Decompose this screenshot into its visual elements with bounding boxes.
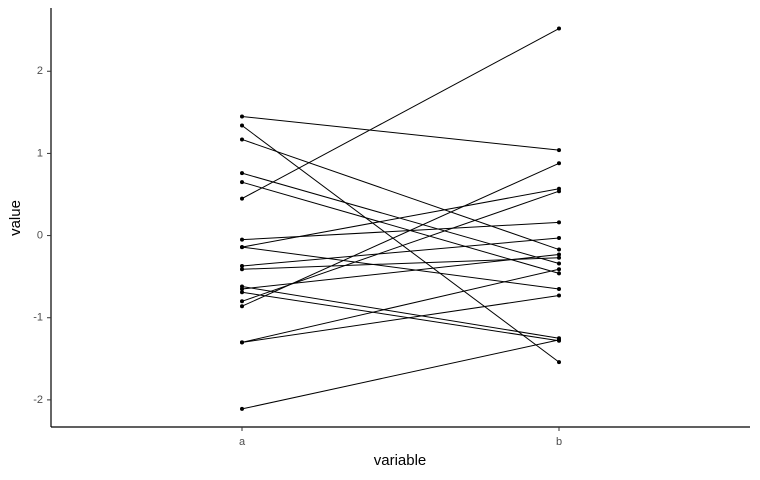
- point: [240, 406, 244, 411]
- slope-line: [241, 257, 560, 270]
- slope-line: [241, 237, 560, 267]
- point: [240, 263, 244, 268]
- slope-line: [241, 181, 560, 274]
- point: [240, 114, 244, 119]
- slope-line: [241, 162, 560, 307]
- point: [557, 267, 561, 272]
- point: [557, 220, 561, 225]
- slope-line: [241, 339, 560, 410]
- point: [557, 148, 561, 153]
- point: [557, 247, 561, 252]
- slope-line: [241, 295, 560, 343]
- slope-line: [241, 221, 560, 241]
- slope-line: [241, 253, 560, 290]
- x-axis-title: variable: [374, 452, 427, 469]
- point: [557, 360, 561, 365]
- point: [557, 252, 561, 257]
- slope-line: [241, 286, 560, 339]
- point: [557, 271, 561, 276]
- slope-line: [241, 138, 560, 251]
- point: [240, 137, 244, 142]
- y-tick-label: 1: [37, 147, 43, 159]
- slope-line: [241, 291, 560, 342]
- point: [240, 290, 244, 295]
- slope-line: [241, 28, 560, 200]
- x-tick-label: b: [556, 436, 562, 448]
- point: [557, 161, 561, 166]
- point: [240, 267, 244, 272]
- point: [557, 255, 561, 260]
- point: [240, 180, 244, 185]
- slope-line: [241, 115, 560, 151]
- y-tick-label: 0: [37, 229, 43, 241]
- y-tick-label: -1: [33, 312, 43, 324]
- x-tick-label: a: [239, 436, 246, 448]
- slope-line: [241, 125, 560, 363]
- point: [557, 236, 561, 241]
- slope-line: [241, 188, 560, 248]
- point: [557, 26, 561, 31]
- point: [557, 261, 561, 266]
- point: [557, 293, 561, 298]
- y-tick-label: -2: [33, 394, 43, 406]
- point: [557, 337, 561, 342]
- point: [557, 189, 561, 194]
- slope-line: [241, 246, 560, 290]
- point: [240, 286, 244, 291]
- point: [240, 340, 244, 345]
- point: [240, 123, 244, 128]
- y-axis-title: value: [7, 200, 24, 236]
- point: [240, 196, 244, 201]
- point: [240, 171, 244, 176]
- point: [557, 286, 561, 291]
- point: [240, 237, 244, 242]
- point: [240, 299, 244, 304]
- point: [240, 245, 244, 250]
- slope-line: [241, 268, 560, 343]
- y-tick-label: 2: [37, 65, 43, 77]
- point: [240, 304, 244, 309]
